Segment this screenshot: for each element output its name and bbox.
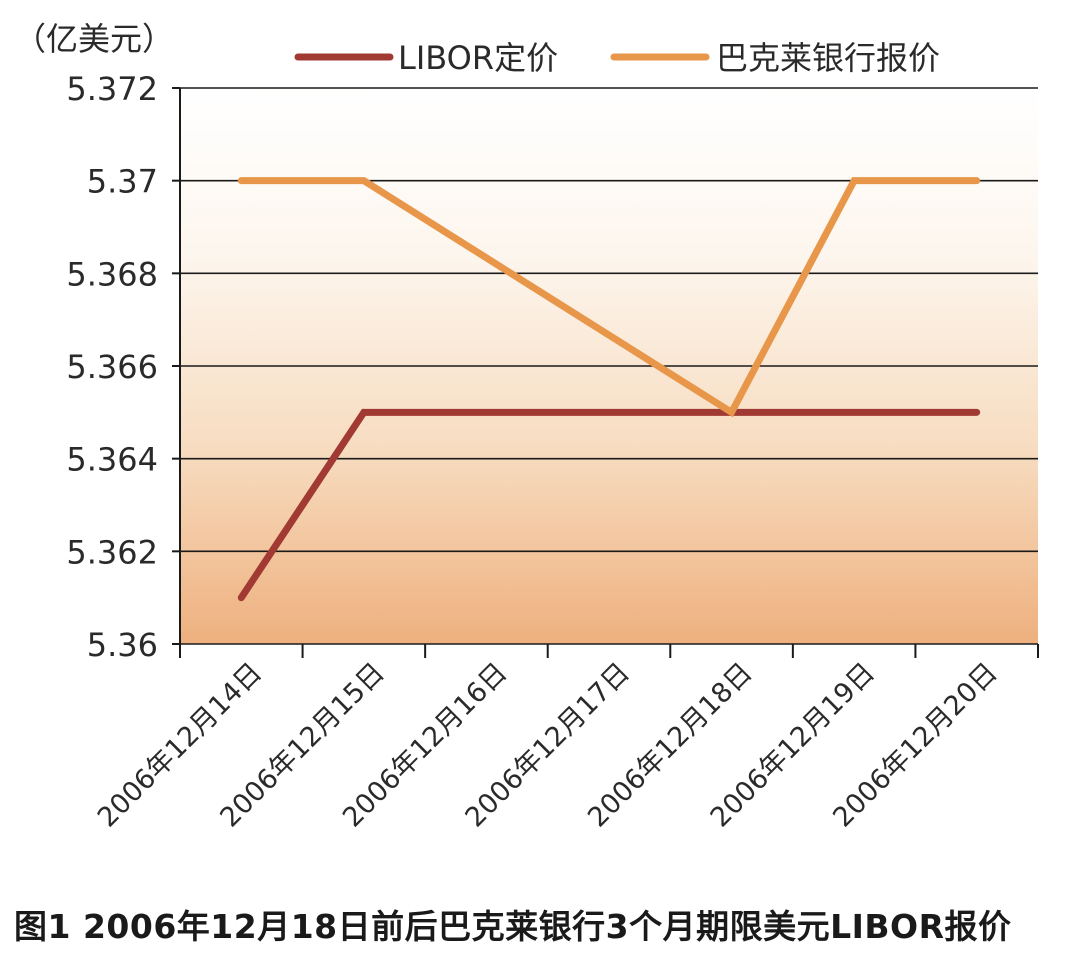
legend: LIBOR定价 巴克莱银行报价 — [294, 39, 940, 77]
legend-label-0: LIBOR定价 — [398, 39, 558, 77]
line-chart: 5.3725.375.3685.3665.3645.3625.362006年12… — [14, 20, 1039, 833]
y-tick-label: 5.366 — [66, 348, 158, 386]
y-tick-label: 5.364 — [66, 441, 158, 479]
y-tick-label: 5.362 — [66, 533, 158, 571]
series-line-0 — [237, 408, 981, 602]
y-tick-label: 5.372 — [66, 70, 158, 108]
y-tick-label: 5.37 — [87, 163, 158, 201]
figure-caption: 图1 2006年12月18日前后巴克莱银行3个月期限美元LIBOR报价 — [14, 907, 1012, 946]
y-axis-label: （亿美元） — [14, 20, 174, 58]
y-tick-label: 5.36 — [87, 626, 158, 664]
legend-label-1: 巴克莱银行报价 — [716, 39, 940, 77]
series-lines — [237, 177, 981, 602]
y-tick-label: 5.368 — [66, 255, 158, 293]
series-line-1 — [237, 177, 981, 418]
